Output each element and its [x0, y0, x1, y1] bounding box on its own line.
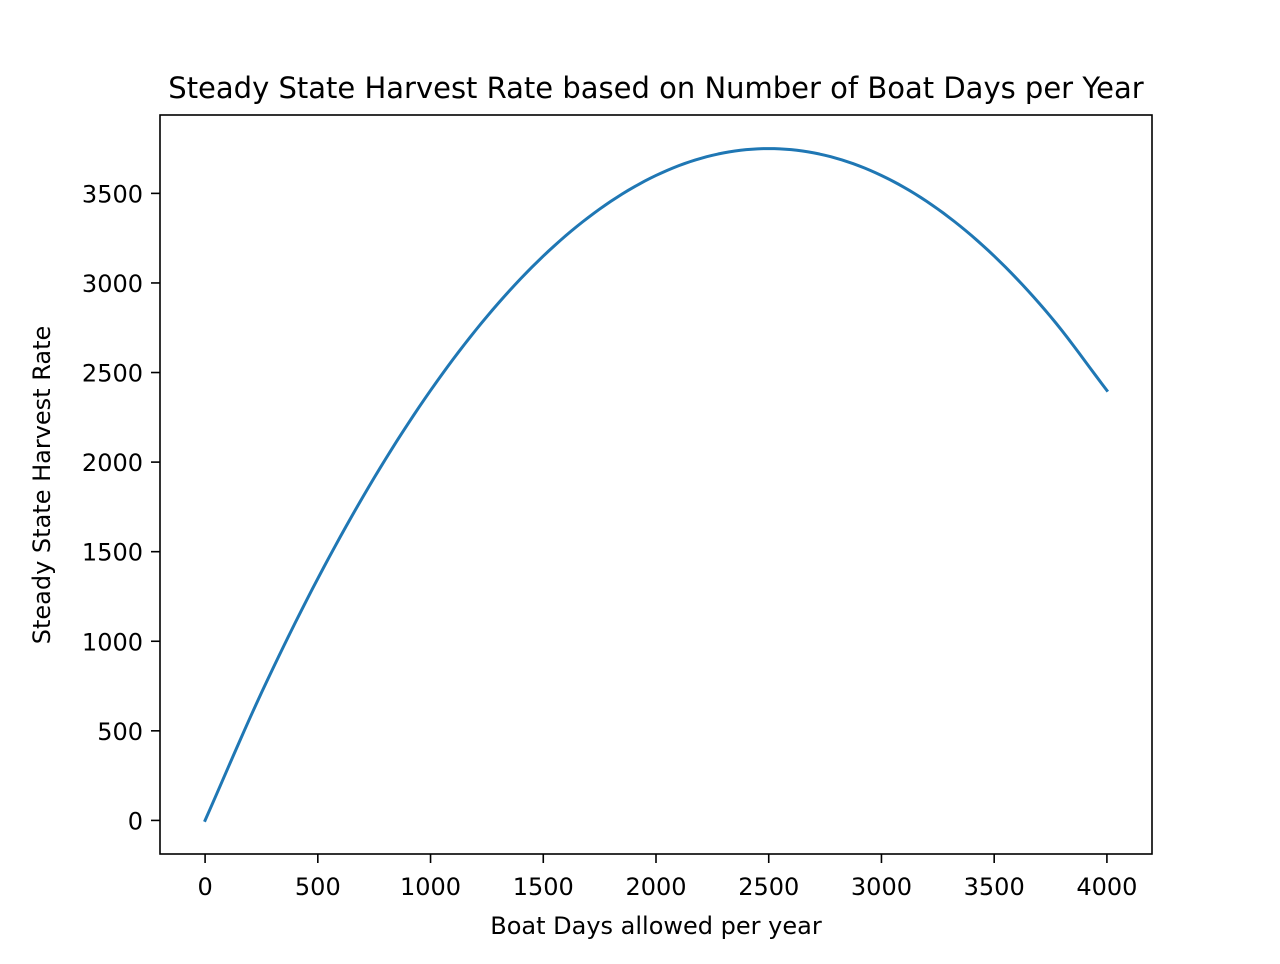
series-line-0: [203, 147, 1110, 823]
y-tick-label: 2500: [82, 360, 143, 388]
y-tick-label: 1000: [82, 628, 143, 656]
y-tick-label: 3500: [82, 180, 143, 208]
x-tick-label: 500: [295, 873, 341, 901]
y-tick-label: 2000: [82, 449, 143, 477]
x-tick-label: 2000: [625, 873, 686, 901]
y-tick-label: 1500: [82, 539, 143, 567]
x-axis-label: Boat Days allowed per year: [490, 912, 822, 940]
x-tick-label: 4000: [1076, 873, 1137, 901]
y-tick-label: 3000: [82, 270, 143, 298]
x-tick-label: 0: [197, 873, 212, 901]
plot-area: 0 500 1000 1500 2000 2500 3000 3500 4000 0 500 1000…: [82, 114, 1153, 901]
y-tick-label: 500: [97, 718, 143, 746]
x-tick-label: 1500: [513, 873, 574, 901]
x-tick-label: 3000: [851, 873, 912, 901]
x-tick-label: 2500: [738, 873, 799, 901]
y-tick-label: 0: [128, 807, 143, 835]
x-tick-label: 1000: [400, 873, 461, 901]
x-tick-label: 3500: [964, 873, 1025, 901]
y-axis-label: Steady State Harvest Rate: [28, 326, 56, 645]
chart-title: Steady State Harvest Rate based on Numbe…: [168, 71, 1144, 105]
